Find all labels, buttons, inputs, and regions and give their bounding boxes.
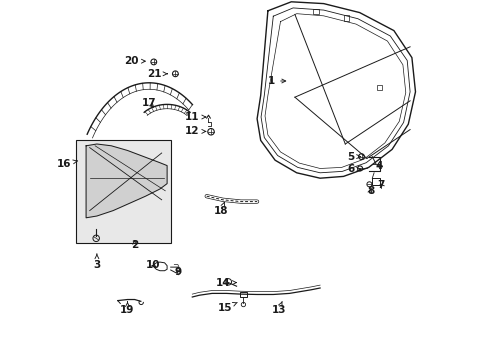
Text: 19: 19 — [120, 302, 134, 315]
Text: 17: 17 — [142, 98, 156, 108]
Text: 9: 9 — [174, 267, 181, 277]
Text: 20: 20 — [123, 56, 145, 66]
Bar — [376, 85, 382, 90]
Text: 14: 14 — [215, 278, 236, 288]
Text: 3: 3 — [93, 254, 101, 270]
Text: 4: 4 — [375, 161, 382, 171]
Text: 16: 16 — [57, 159, 77, 169]
Text: 13: 13 — [271, 302, 285, 315]
Text: 2: 2 — [131, 240, 138, 250]
Text: 6: 6 — [346, 164, 360, 174]
Bar — [312, 9, 318, 14]
Text: 5: 5 — [346, 152, 360, 162]
Text: 10: 10 — [145, 260, 160, 270]
Text: 1: 1 — [267, 76, 285, 86]
Text: 18: 18 — [213, 202, 228, 216]
Bar — [343, 15, 348, 21]
Bar — [239, 292, 246, 297]
Text: 7: 7 — [377, 180, 384, 190]
Text: 12: 12 — [184, 126, 205, 136]
Text: 11: 11 — [184, 112, 205, 122]
Text: 21: 21 — [147, 69, 167, 79]
Text: 15: 15 — [217, 302, 237, 313]
Text: 8: 8 — [366, 186, 373, 196]
Bar — [76, 140, 171, 243]
Polygon shape — [86, 144, 167, 218]
